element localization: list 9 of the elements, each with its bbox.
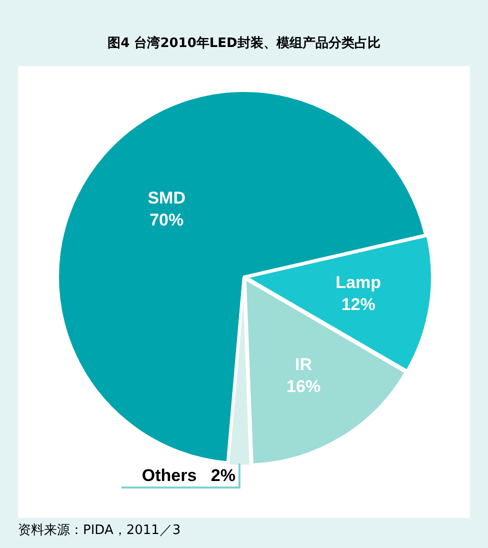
slice-label: Lamp bbox=[336, 272, 381, 292]
chart-title: 图4 台湾2010年LED封装、模组产品分类占比 bbox=[106, 34, 382, 52]
data-label: 16% bbox=[286, 376, 321, 396]
text: 资料来源：PIDA，2011／3 bbox=[18, 522, 181, 539]
data-label: 12% bbox=[341, 294, 376, 314]
slice-label: IR bbox=[295, 354, 312, 374]
slice-label: Others 2% bbox=[142, 466, 236, 486]
data-label: 70% bbox=[150, 210, 184, 230]
slice-label: SMD bbox=[148, 188, 186, 208]
